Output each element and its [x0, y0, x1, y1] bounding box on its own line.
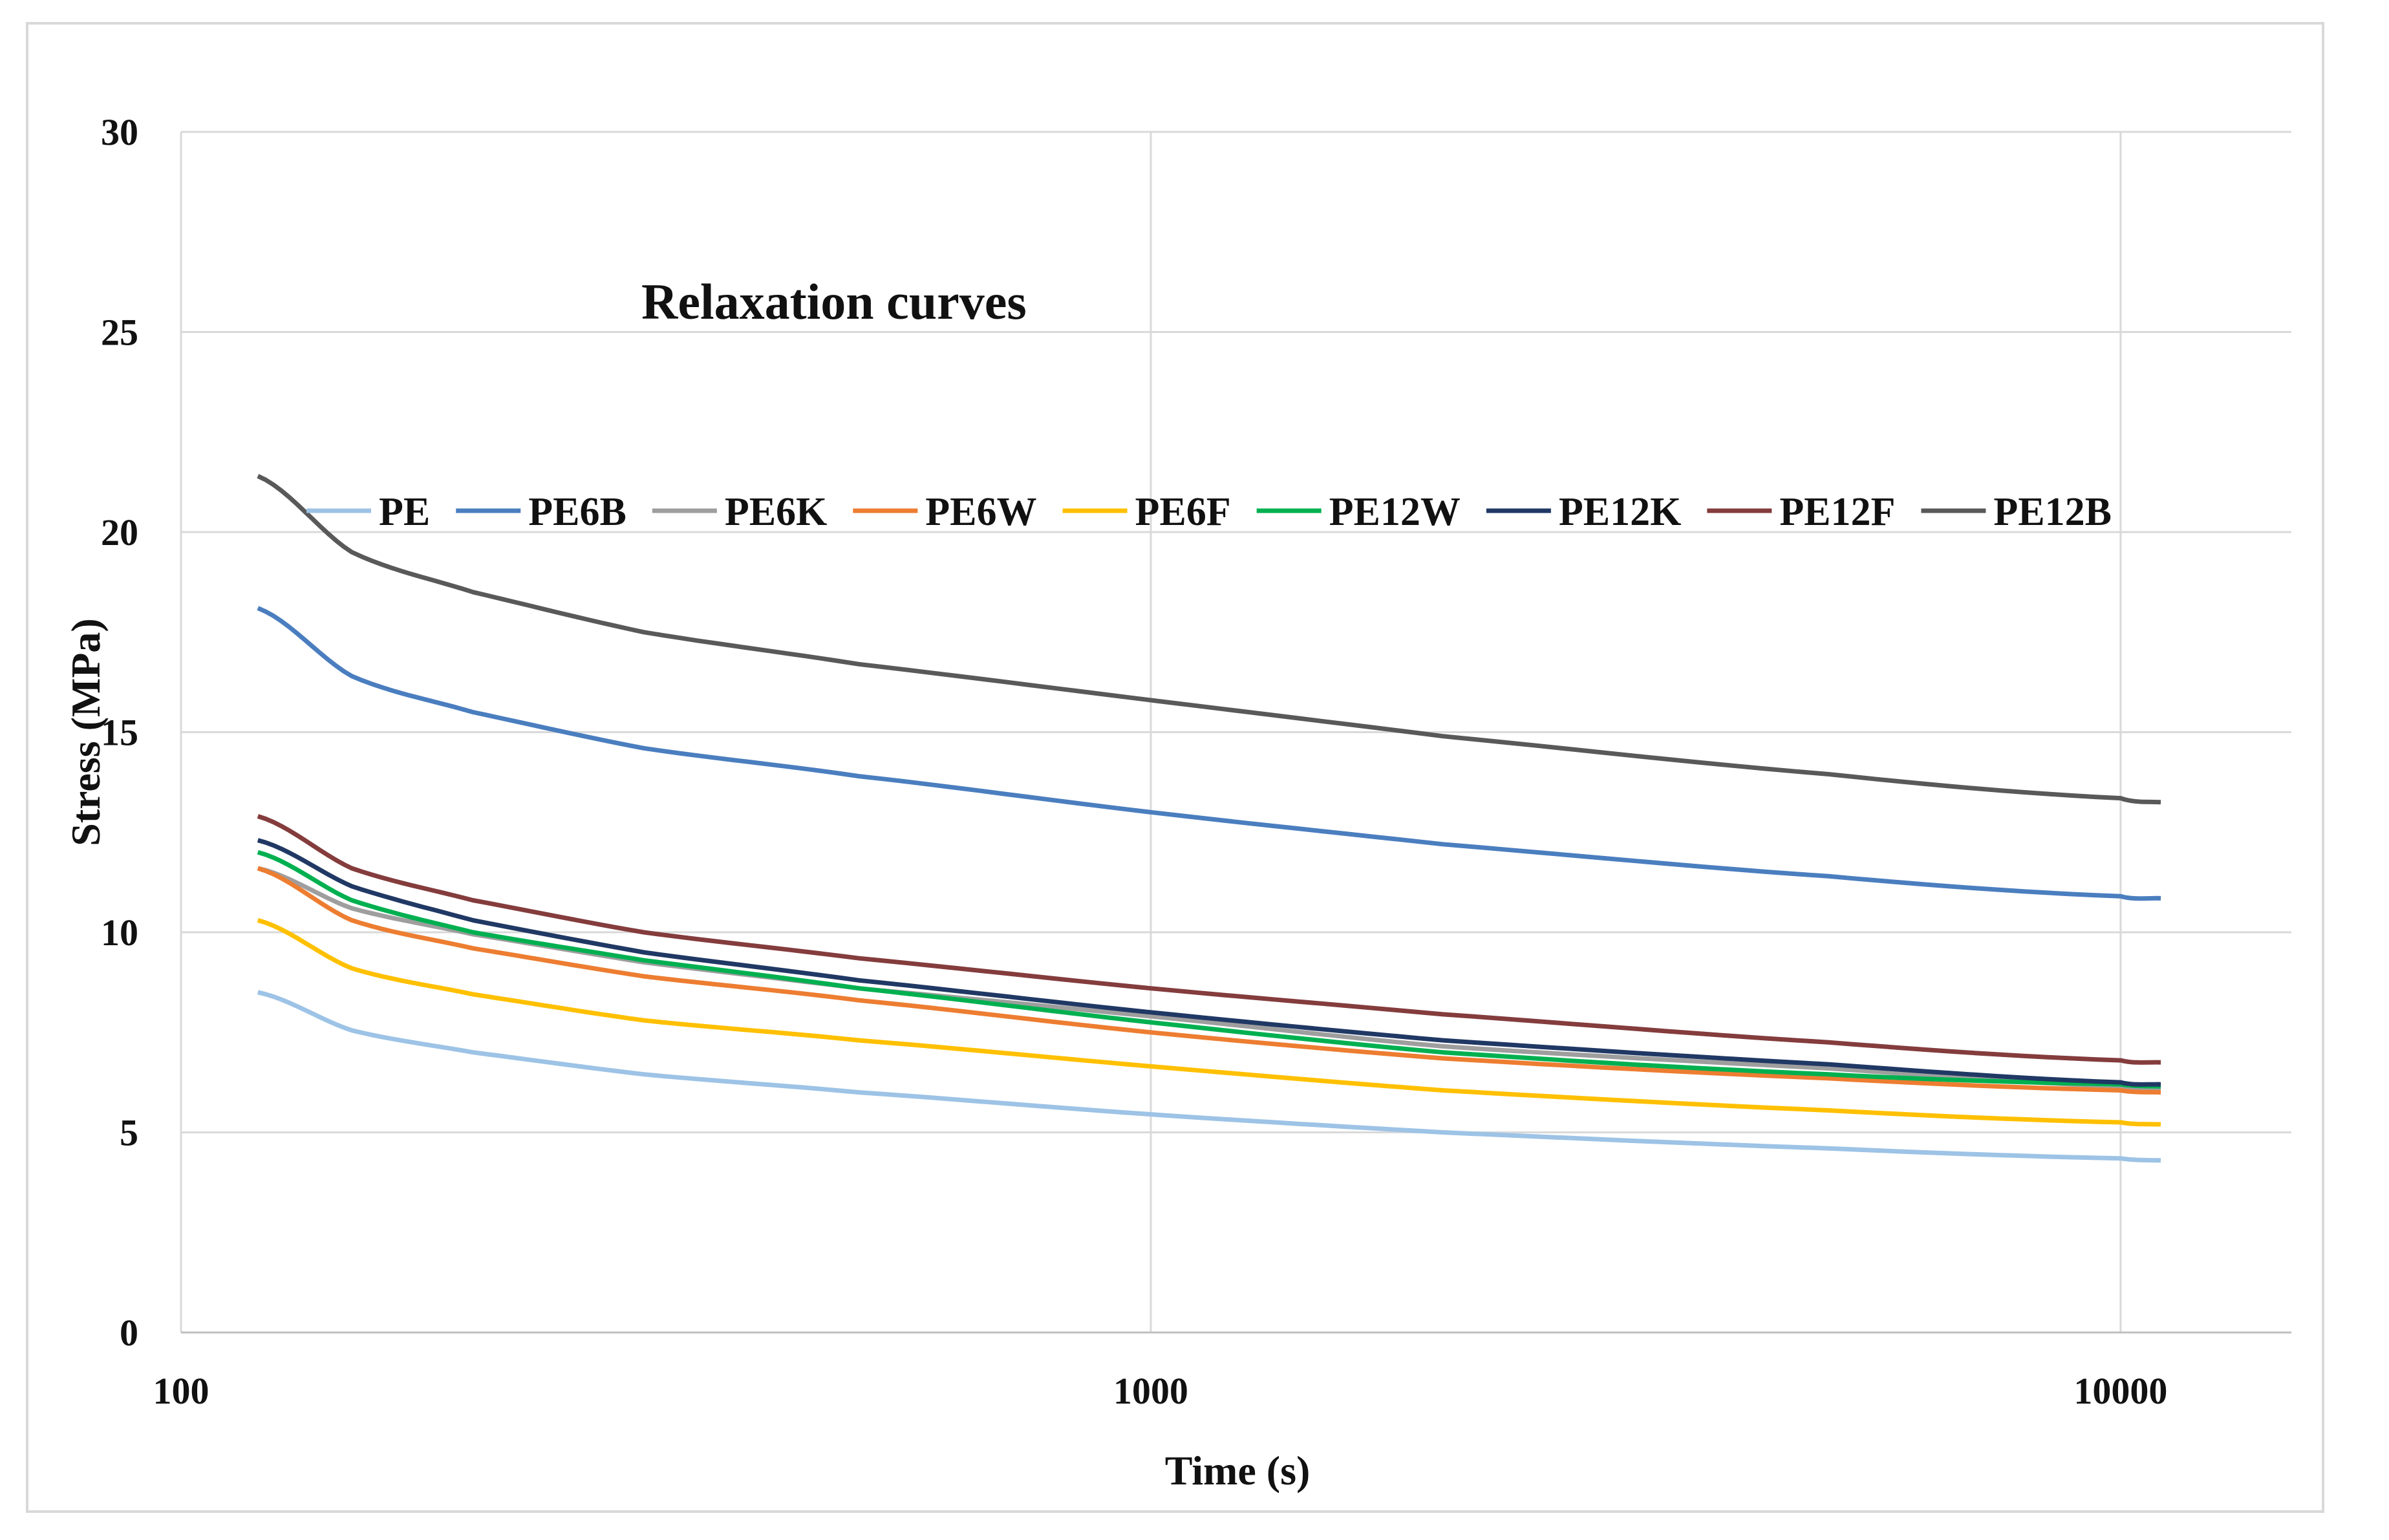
legend-label-pe12w: PE12W [1329, 490, 1461, 534]
series-line-pe6k [257, 866, 2161, 1091]
series-line-pe12f [257, 814, 2161, 1065]
series-line-pe12k [257, 838, 2161, 1087]
series-line-pe6f [257, 918, 2161, 1127]
y-tick-label: 5 [120, 1112, 138, 1154]
legend-label-pe: PE [379, 490, 430, 534]
series-line-pe12b [257, 474, 2161, 805]
legend-label-pe12f: PE12F [1779, 490, 1895, 534]
y-tick-label: 30 [101, 111, 138, 153]
x-tick-label: 1000 [1113, 1370, 1188, 1412]
legend-label-pe6w: PE6W [925, 490, 1036, 534]
series-group [257, 474, 2161, 1163]
y-tick-label: 15 [101, 712, 138, 754]
y-axis-title: Stress (MPa) [63, 618, 109, 846]
series-line-pe12w [257, 850, 2161, 1089]
series-line-pe6w [257, 866, 2161, 1095]
series-line-pe [257, 990, 2161, 1163]
legend-label-pe6b: PE6B [528, 490, 627, 534]
chart-frame: 0 5 10 15 20 25 30 100 1000 10000 Relaxation curv… [26, 22, 2324, 1513]
y-tick-label: 10 [101, 912, 138, 954]
legend-label-pe6f: PE6F [1135, 490, 1231, 534]
x-tick-label: 100 [153, 1370, 209, 1412]
legend-label-pe12k: PE12K [1559, 490, 1681, 534]
legend: PE PE6B PE6K PE6W PE6F PE12W PE12K PE12F PE12B [306, 490, 2112, 534]
y-tick-label: 20 [101, 511, 138, 553]
series-line-pe6b [257, 606, 2161, 901]
x-tick-label: 10000 [2073, 1370, 2167, 1412]
x-axis-title: Time (s) [1165, 1448, 1311, 1493]
legend-label-pe6k: PE6K [725, 490, 827, 534]
y-tick-label: 0 [120, 1312, 138, 1354]
legend-label-pe12b: PE12B [1993, 490, 2112, 534]
axes [180, 132, 2291, 1334]
relaxation-chart: 0 5 10 15 20 25 30 100 1000 10000 Relaxation curv… [63, 111, 2291, 1493]
chart-title: Relaxation curves [641, 273, 1027, 330]
y-tick-label: 25 [101, 312, 138, 354]
tick-labels: 0 5 10 15 20 25 30 100 1000 10000 [101, 111, 2167, 1412]
